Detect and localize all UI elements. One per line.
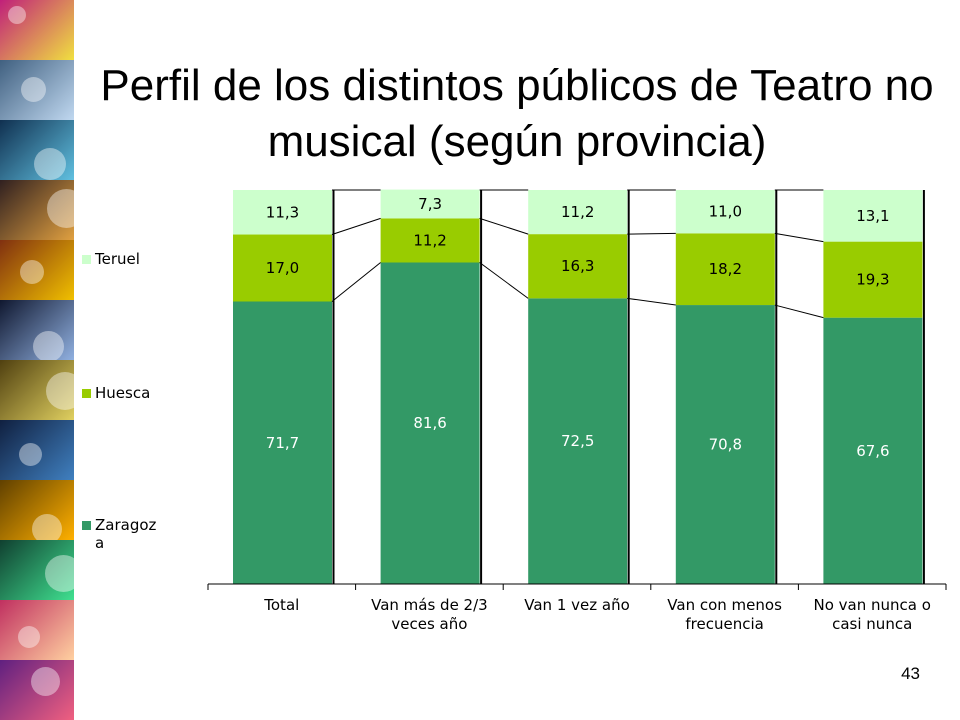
x-tick-label: Van con menos [667,596,782,614]
bar-segment [380,218,480,263]
photo-tile [0,480,74,544]
data-label: 72,5 [561,432,594,450]
photo-highlight [33,331,64,362]
data-label: 71,7 [266,434,299,452]
bar-segment [823,317,923,584]
legend-label-huesca: Huesca [95,384,151,402]
legend-swatch-huesca [82,389,91,398]
photo-tile [0,240,74,300]
data-label: 81,6 [413,414,446,432]
bar-segment [380,189,480,219]
data-label: 11,2 [561,203,594,221]
bar-segment [823,241,923,318]
photo-highlight [34,148,66,180]
photo-highlight [21,77,46,102]
bar-segment [380,262,480,584]
legend-label-teruel: Teruel [95,250,140,268]
legend-item-teruel: Teruel [82,250,163,268]
data-label: 13,1 [856,207,889,225]
photo-tile [0,0,74,60]
photo-tile [0,60,74,120]
x-tick-label: Total [263,596,299,614]
bar-segment [675,190,775,234]
x-tick-label: No van nunca o [813,596,930,614]
page-number: 43 [901,664,920,683]
data-label: 16,3 [561,257,594,275]
photo-tile [0,300,74,362]
series-line [331,262,381,302]
data-label: 11,3 [266,203,299,221]
data-label: 70,8 [709,436,742,454]
decorative-photo-strip [0,0,74,720]
x-tick-label: casi nunca [832,615,912,633]
bar-segment [233,301,332,584]
series-line [774,304,824,319]
bar-segment [823,190,923,242]
photo-tile [0,540,74,600]
legend-swatch-teruel [82,255,91,264]
photo-highlight [45,555,74,592]
data-label: 18,2 [709,260,742,278]
photo-tile [0,120,74,180]
photo-highlight [31,667,60,696]
data-label: 11,0 [709,203,742,221]
photo-highlight [18,626,40,648]
photo-highlight [19,443,42,466]
data-label: 19,3 [856,271,889,289]
bar-segment [528,234,628,299]
photo-highlight [32,514,62,544]
photo-tile [0,660,74,720]
bar-segment [233,234,332,302]
data-label: 11,2 [413,231,446,249]
data-label: 17,0 [266,259,299,277]
series-line [774,232,824,243]
bar-segment [675,233,775,306]
photo-tile [0,360,74,420]
x-tick-label: Van más de 2/3 [371,596,488,614]
bar-segment [675,305,775,584]
bar-segment [528,298,628,584]
data-label: 67,6 [856,442,889,460]
photo-highlight [8,6,26,24]
legend-item-huesca: Huesca [82,384,163,402]
bar-segment [233,190,332,235]
series-line [331,217,381,235]
bar-segment [528,190,628,235]
series-line [479,217,529,235]
x-tick-label: Van 1 vez año [524,596,630,614]
photo-highlight [20,260,44,284]
x-tick-label: frecuencia [685,615,763,633]
series-line [627,297,676,306]
photo-tile [0,420,74,480]
data-label: 7,3 [418,195,442,213]
legend-item-zaragoza: Zaragoz a [82,516,163,552]
photo-highlight [46,372,74,410]
x-tick-label: veces año [391,615,467,633]
photo-tile [0,180,74,240]
legend-swatch-zaragoza [82,521,91,530]
series-line [627,232,676,235]
photo-tile [0,600,74,660]
series-line [479,262,529,299]
slide-title: Perfil de los distintos públicos de Teat… [100,61,934,166]
photo-highlight [47,189,74,228]
legend-label-zaragoza: Zaragoz a [95,516,157,552]
